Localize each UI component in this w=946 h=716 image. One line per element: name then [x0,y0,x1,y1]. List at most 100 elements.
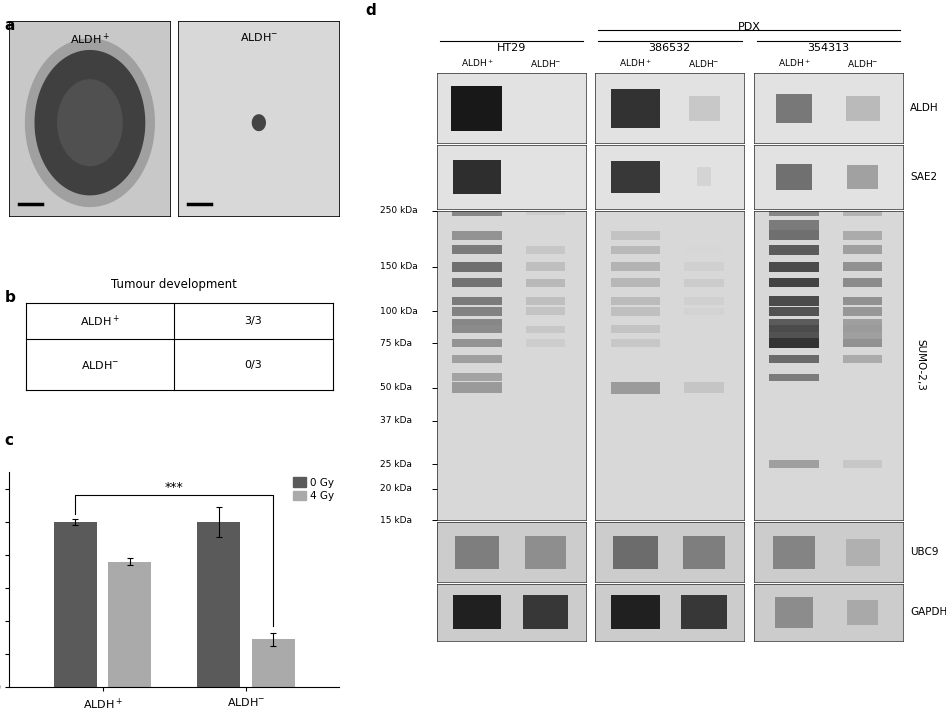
Bar [843,245,883,254]
Bar [452,355,502,363]
Text: ALDH: ALDH [910,103,939,113]
Bar [452,339,502,347]
Bar [452,296,502,305]
Bar [610,231,660,240]
Bar [610,382,660,394]
Polygon shape [58,80,122,165]
Bar [452,245,502,254]
Bar [769,332,819,340]
Bar [610,246,660,254]
Text: ALDH$^{-}$: ALDH$^{-}$ [530,58,561,69]
Text: ALDH$^+$: ALDH$^+$ [778,57,811,69]
Bar [526,263,566,271]
Text: HT29: HT29 [497,43,526,53]
Bar [684,297,724,305]
Text: ALDH$^+$: ALDH$^+$ [619,57,652,69]
Text: 386532: 386532 [649,43,691,53]
Bar [452,319,502,327]
Bar [452,279,502,287]
Bar [843,279,883,287]
Bar [54,522,96,687]
Bar [451,86,502,131]
Bar [769,319,819,327]
Bar [610,297,660,305]
Bar [769,355,819,363]
Text: 150 kDa: 150 kDa [379,262,417,271]
Bar [769,261,819,272]
Bar [843,339,883,347]
Bar [526,307,566,316]
Bar [843,332,883,340]
Bar [610,325,660,334]
Text: 100 kDa: 100 kDa [379,307,417,316]
Bar [843,296,883,305]
Bar [681,596,727,629]
Text: 37 kDa: 37 kDa [379,417,412,425]
Bar [453,596,501,629]
Bar [611,161,659,193]
Bar [769,324,819,334]
Bar [455,536,499,569]
Bar [843,231,883,240]
Bar [683,536,726,569]
Bar [526,246,566,254]
Bar [769,205,819,216]
Bar [452,231,502,240]
Bar [611,596,659,629]
Bar [610,279,660,287]
Text: 20 kDa: 20 kDa [379,484,412,493]
Text: ALDH$^+$: ALDH$^+$ [80,314,120,329]
Bar [523,596,569,629]
Bar [684,263,724,271]
Bar [198,522,240,687]
Bar [526,206,566,216]
Text: 25 kDa: 25 kDa [379,460,412,468]
Bar [452,382,502,393]
Text: 75 kDa: 75 kDa [379,339,412,347]
Text: d: d [365,3,377,18]
Bar [684,382,724,393]
Bar [769,338,819,348]
Bar [775,597,814,628]
Polygon shape [26,39,154,206]
Text: ALDH$^{-}$: ALDH$^{-}$ [81,359,119,371]
Bar [610,307,660,316]
Legend: 0 Gy, 4 Gy: 0 Gy, 4 Gy [293,478,334,501]
Polygon shape [253,115,265,130]
Bar [776,164,813,190]
Bar [452,373,502,381]
Bar [525,536,566,569]
Text: b: b [5,290,15,305]
Text: a: a [5,18,15,33]
Bar [252,639,295,687]
Bar [843,262,883,271]
Bar [610,339,660,347]
Bar [689,96,720,120]
Bar [453,160,501,194]
Bar [769,306,819,316]
Bar [610,262,660,271]
Text: 354313: 354313 [807,43,850,53]
Bar [773,536,815,569]
Text: ALDH$^+$: ALDH$^+$ [70,32,110,47]
Text: ALDH$^+$: ALDH$^+$ [461,57,494,69]
Bar [684,308,724,315]
Bar [847,165,878,189]
Text: 15 kDa: 15 kDa [379,516,412,525]
Bar [769,231,819,240]
Polygon shape [35,51,145,195]
Text: ALDH$^{-}$: ALDH$^{-}$ [239,32,278,43]
Text: PDX: PDX [738,22,761,32]
Bar [684,279,724,286]
Text: c: c [5,433,14,448]
Bar [843,319,883,327]
Bar [843,307,883,316]
Text: SAE2: SAE2 [910,172,937,182]
Bar [684,246,724,254]
Bar [847,600,878,625]
Text: SUMO-2,3: SUMO-2,3 [915,339,925,392]
Bar [843,205,883,216]
Bar [776,94,813,123]
Bar [611,90,659,127]
Text: 0/3: 0/3 [245,359,262,369]
